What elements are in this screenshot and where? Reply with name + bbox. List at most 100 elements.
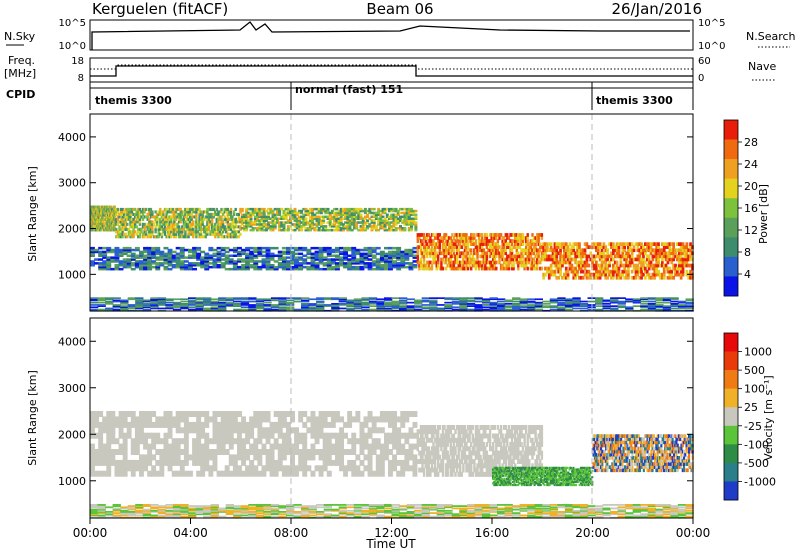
power-cell bbox=[476, 260, 479, 265]
power-cell bbox=[572, 303, 581, 305]
power-cell bbox=[481, 263, 484, 268]
power-cell bbox=[399, 301, 408, 304]
power-cell bbox=[190, 230, 193, 234]
power-cell bbox=[536, 236, 539, 240]
power-cell bbox=[512, 266, 515, 271]
power-cell bbox=[192, 262, 197, 265]
power-cell bbox=[229, 225, 233, 229]
power-cell bbox=[348, 225, 352, 228]
power-cell bbox=[304, 207, 308, 211]
power-cell bbox=[237, 267, 242, 271]
power-cell bbox=[602, 305, 611, 307]
power-cell bbox=[260, 223, 264, 226]
power-cell bbox=[645, 269, 649, 274]
power-cell bbox=[301, 306, 310, 309]
power-cell bbox=[113, 226, 115, 230]
power-cell bbox=[421, 233, 424, 237]
power-cell bbox=[578, 260, 581, 265]
power-cell bbox=[220, 232, 223, 236]
power-cell bbox=[527, 306, 536, 309]
power-cell bbox=[651, 254, 655, 259]
power-cell bbox=[210, 220, 214, 224]
power-cell bbox=[203, 303, 212, 305]
power-cell bbox=[521, 260, 525, 265]
power-cell bbox=[284, 215, 288, 219]
power-cell bbox=[225, 217, 228, 221]
power-cell bbox=[277, 264, 283, 267]
power-cell bbox=[277, 265, 283, 269]
power-cell bbox=[282, 213, 286, 217]
power-cell bbox=[152, 235, 156, 239]
power-cell bbox=[579, 305, 589, 307]
power-cell bbox=[396, 227, 400, 230]
power-cell bbox=[135, 301, 144, 304]
power-cell bbox=[587, 275, 591, 280]
power-cell bbox=[257, 267, 263, 271]
power-cell bbox=[497, 308, 506, 311]
power-cell bbox=[466, 305, 476, 307]
power-cell bbox=[248, 307, 257, 310]
power-cell bbox=[90, 262, 95, 265]
power-cell bbox=[532, 257, 536, 262]
power-cell bbox=[440, 260, 443, 265]
power-cell bbox=[184, 210, 187, 214]
power-cell bbox=[310, 264, 316, 267]
power-cell bbox=[655, 245, 658, 249]
power-cell bbox=[670, 307, 679, 310]
power-cell bbox=[196, 220, 200, 224]
power-cell bbox=[435, 251, 438, 256]
power-cell bbox=[406, 306, 415, 309]
power-cell bbox=[90, 304, 99, 306]
power-cell bbox=[625, 263, 628, 268]
power-cell bbox=[263, 298, 272, 301]
power-cell bbox=[196, 254, 202, 257]
power-cell bbox=[193, 207, 196, 211]
power-cell bbox=[443, 254, 446, 259]
power-cell bbox=[391, 304, 400, 306]
power-cell bbox=[553, 257, 557, 262]
power-cell bbox=[232, 210, 236, 214]
power-cell bbox=[359, 256, 365, 259]
power-cell bbox=[642, 272, 645, 277]
power-cell bbox=[444, 242, 448, 246]
power-cell bbox=[239, 225, 242, 229]
power-cell bbox=[311, 215, 315, 219]
power-cell bbox=[636, 245, 640, 249]
power-cell bbox=[157, 297, 167, 299]
power-cell bbox=[293, 223, 297, 226]
power-cell bbox=[100, 222, 102, 226]
power-cell bbox=[412, 223, 416, 226]
power-cell bbox=[167, 248, 173, 252]
power-cell bbox=[212, 254, 218, 257]
power-cell bbox=[121, 207, 124, 211]
power-cell bbox=[391, 297, 400, 299]
power-cell bbox=[270, 298, 280, 301]
power-cell bbox=[106, 211, 108, 215]
power-cell bbox=[481, 233, 484, 237]
power-cell bbox=[126, 235, 129, 239]
power-cell bbox=[549, 269, 553, 274]
power-cell bbox=[559, 263, 562, 268]
power-cell bbox=[677, 300, 687, 303]
power-cell bbox=[284, 217, 288, 220]
power-cell bbox=[632, 266, 636, 271]
power-cell bbox=[642, 257, 645, 262]
power-cell bbox=[394, 207, 398, 211]
power-cell bbox=[179, 260, 185, 263]
power-cell bbox=[214, 235, 217, 239]
power-cell bbox=[460, 236, 463, 240]
power-cell bbox=[459, 251, 462, 256]
power-cell bbox=[149, 222, 153, 226]
power-cell bbox=[330, 225, 334, 228]
power-cell bbox=[534, 303, 543, 305]
power-cell bbox=[106, 248, 112, 252]
power-cell bbox=[412, 254, 418, 257]
power-cell bbox=[355, 258, 361, 261]
power-cell bbox=[97, 220, 99, 223]
power-cell bbox=[314, 264, 320, 267]
power-cell bbox=[515, 254, 518, 259]
power-cell bbox=[689, 242, 692, 246]
power-cell bbox=[471, 233, 474, 237]
power-cell bbox=[390, 228, 394, 232]
power-cell bbox=[623, 245, 626, 249]
